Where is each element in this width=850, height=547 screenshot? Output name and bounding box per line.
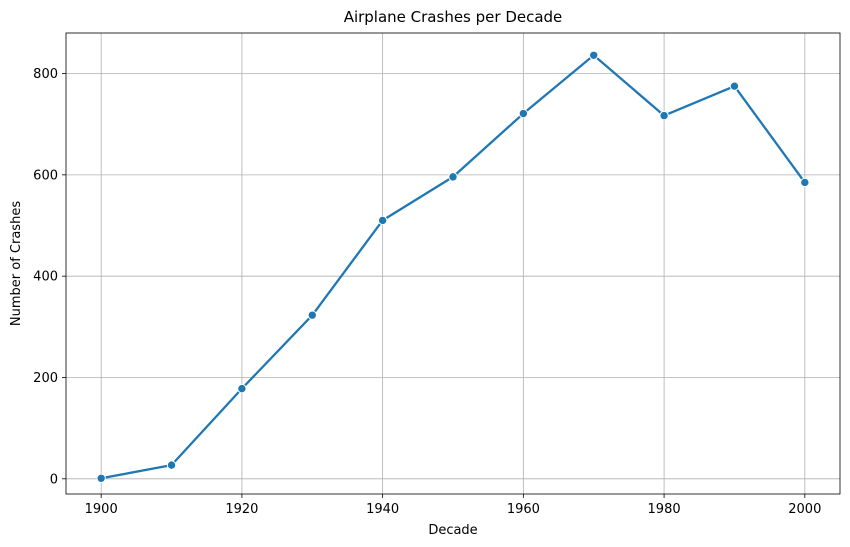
chart-title: Airplane Crashes per Decade [344,8,563,26]
data-point [518,108,529,119]
x-tick-label: 1940 [366,502,399,517]
data-point [729,81,740,91]
data-point [237,383,247,394]
y-tick-label: 200 [33,371,58,386]
data-point [659,110,669,121]
data-point [800,177,810,188]
x-tick-label: 1920 [225,502,258,517]
data-point [448,172,458,182]
x-tick-label: 1960 [507,502,540,517]
y-tick-label: 0 [50,472,58,487]
y-tick-label: 400 [33,270,58,285]
x-tick-label: 1900 [85,502,118,517]
y-axis-label: Number of Crashes [9,201,24,326]
x-tick-label: 1980 [648,502,681,517]
x-axis-label: Decade [428,523,477,538]
x-tick-label: 2000 [788,502,821,517]
y-tick-label: 600 [33,168,58,183]
plot-frame [65,32,841,495]
data-point [96,473,106,483]
x-axis-ticks: 1900 1920 1940 1960 1980 2000 [85,494,821,517]
data-point [589,50,599,60]
data-point [377,215,388,226]
y-tick-label: 800 [33,67,58,82]
data-point [307,310,317,320]
y-axis-ticks: 0 200 400 600 800 [33,67,66,487]
data-point [166,460,177,470]
series [96,50,810,483]
grid [66,33,840,494]
